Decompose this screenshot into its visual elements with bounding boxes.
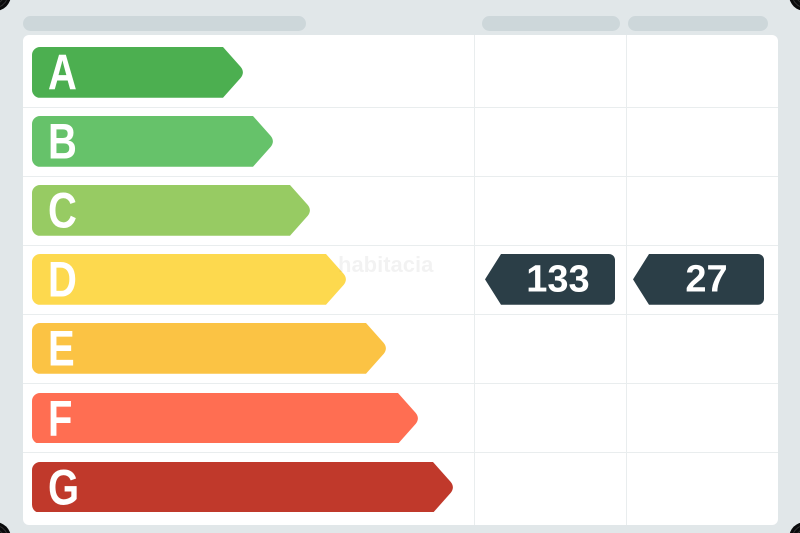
svg-text:27: 27 — [685, 259, 727, 301]
svg-text:E: E — [48, 323, 75, 374]
svg-text:B: B — [48, 116, 77, 167]
svg-text:D: D — [48, 254, 77, 305]
svg-text:G: G — [48, 462, 79, 513]
svg-text:A: A — [48, 47, 77, 98]
svg-text:C: C — [48, 185, 77, 236]
svg-text:133: 133 — [526, 259, 589, 301]
svg-text:F: F — [48, 393, 72, 444]
svg-text:habitacia: habitacia — [338, 252, 434, 277]
